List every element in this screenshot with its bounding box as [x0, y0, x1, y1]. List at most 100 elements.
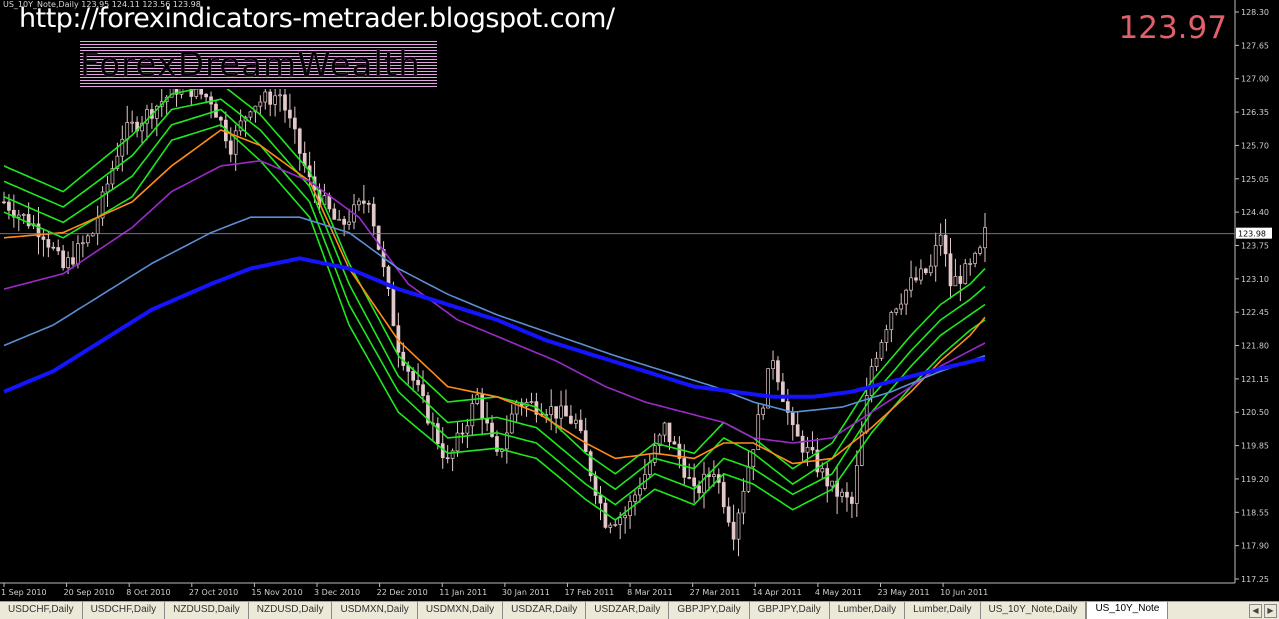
candle-body — [633, 494, 637, 502]
chart-tab[interactable]: US_10Y_Note,Daily — [981, 602, 1087, 619]
time-tick-label: 27 Mar 2011 — [690, 588, 741, 597]
candle-body — [268, 91, 273, 105]
candle-body — [795, 424, 800, 437]
candle-body — [154, 105, 159, 119]
chart-tab[interactable]: USDCHF,Daily — [83, 602, 166, 619]
candle-body — [647, 461, 652, 475]
time-tick-label: 27 Oct 2010 — [189, 588, 238, 597]
ma-orange-line — [3, 129, 986, 465]
price-tick-label: 125.70 — [1241, 141, 1269, 150]
candle-body — [278, 94, 282, 97]
candle-body — [879, 342, 884, 359]
candle-body — [95, 217, 100, 234]
price-tick-label: 118.55 — [1241, 508, 1269, 517]
price-tick-label: 122.45 — [1241, 308, 1269, 317]
price-tick-label: 117.25 — [1241, 575, 1269, 584]
candle-body — [948, 253, 953, 287]
candle-body — [608, 524, 613, 528]
chart-tab[interactable]: Lumber,Daily — [830, 602, 906, 619]
scroll-left-icon[interactable]: ◀ — [1249, 604, 1262, 618]
candle-body — [884, 329, 889, 343]
candle-body — [657, 434, 662, 447]
candle-body — [61, 250, 66, 269]
price-chart[interactable]: 128.30 127.65 127.00 126.35 125.70 125.05 124.… — [0, 0, 1279, 601]
chart-tabs: USDCHF,Daily USDCHF,Daily NZDUSD,Daily NZDU… — [0, 601, 1279, 619]
chart-tab[interactable]: US_10Y_Note — [1086, 602, 1169, 619]
candle-body — [130, 121, 135, 124]
tab-scroll-buttons: ◀ ▶ — [1249, 604, 1277, 618]
candle-body — [573, 419, 578, 424]
candle-body — [421, 384, 425, 397]
candle-body — [800, 435, 805, 453]
candle-body — [504, 432, 509, 450]
candle-body — [953, 276, 958, 287]
candle-body — [460, 432, 465, 435]
chart-tab[interactable]: Lumber,Daily — [905, 602, 981, 619]
candle-body — [790, 412, 795, 426]
scroll-right-icon[interactable]: ▶ — [1264, 604, 1277, 618]
candle-body — [559, 405, 563, 419]
price-tick-label: 121.80 — [1241, 342, 1269, 351]
candle-body — [85, 235, 90, 244]
candle-body — [81, 242, 85, 245]
chart-tab[interactable]: USDMXN,Daily — [418, 602, 504, 619]
time-tick-label: 4 May 2011 — [815, 588, 862, 597]
candle-body — [923, 268, 928, 274]
candle-body — [731, 521, 736, 540]
candle-body — [864, 395, 869, 433]
price-tick-label: 123.75 — [1241, 241, 1269, 250]
chart-area[interactable]: 128.30 127.65 127.00 126.35 125.70 125.05 124.… — [0, 0, 1279, 601]
candle-body — [7, 201, 11, 211]
candle-body — [721, 482, 726, 508]
candle-body — [588, 451, 593, 477]
chart-tab[interactable]: GBPJPY,Daily — [750, 602, 830, 619]
candle-body — [283, 94, 287, 111]
candle-body — [919, 268, 923, 281]
chart-tab[interactable]: USDCHF,Daily — [0, 602, 83, 619]
candle-body — [376, 225, 381, 250]
ma-blue-line — [3, 256, 986, 399]
candle-body — [810, 447, 815, 451]
watermark-url: http://forexindicators-metrader.blogspot… — [19, 3, 615, 34]
candle-body — [219, 116, 223, 121]
price-tick-label: 127.00 — [1241, 75, 1269, 84]
time-tick-label: 11 Jan 2011 — [439, 588, 487, 597]
candle-body — [46, 239, 51, 248]
candle-body — [692, 477, 697, 487]
candle-body — [509, 413, 514, 434]
chart-tab[interactable]: USDMXN,Daily — [332, 602, 418, 619]
candle-body — [751, 449, 756, 468]
ma-green-fast-line — [3, 83, 986, 475]
candle-body — [958, 276, 963, 284]
candle-body — [366, 202, 371, 205]
candle-body — [362, 200, 366, 204]
chart-tab[interactable]: USDZAR,Daily — [586, 602, 670, 619]
chart-tab[interactable]: NZDUSD,Daily — [165, 602, 249, 619]
candle-body — [445, 457, 450, 460]
candle-body — [125, 122, 130, 140]
price-tick-label: 127.65 — [1241, 41, 1269, 50]
candle-body — [288, 109, 292, 119]
candle-body — [682, 458, 687, 478]
candle-body — [470, 403, 475, 427]
candle-body — [702, 473, 706, 494]
price-tick-label: 125.05 — [1241, 175, 1269, 184]
candle-body — [578, 419, 583, 432]
candle-body — [564, 405, 568, 417]
candle-body — [36, 223, 41, 238]
candle-body — [983, 227, 987, 249]
current-price-label: 123.98 — [1238, 230, 1266, 239]
chart-tab[interactable]: GBPJPY,Daily — [669, 602, 750, 619]
chart-tab[interactable]: NZDUSD,Daily — [249, 602, 333, 619]
candle-body — [115, 155, 120, 169]
price-tick-label: 117.90 — [1241, 542, 1269, 551]
candle-body — [490, 422, 494, 437]
candle-body — [761, 407, 766, 415]
time-tick-label: 15 Nov 2010 — [251, 588, 302, 597]
candle-body — [71, 257, 75, 265]
chart-tab[interactable]: USDZAR,Daily — [503, 602, 587, 619]
time-tick-label: 8 Oct 2010 — [126, 588, 170, 597]
candle-body — [100, 191, 105, 219]
candle-body — [263, 91, 268, 103]
time-tick-label: 10 Jun 2011 — [940, 588, 988, 597]
